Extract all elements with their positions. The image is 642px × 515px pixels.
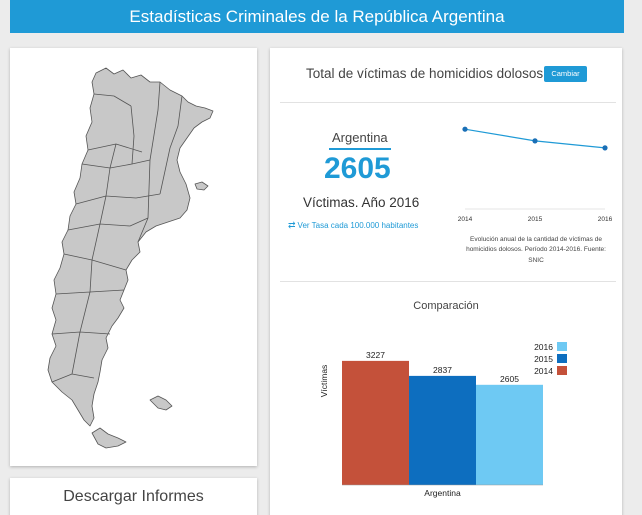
legend-label-2015: 2015 <box>534 354 553 364</box>
data-label-2014: 3227 <box>366 350 385 360</box>
x-tick-2014: 2014 <box>458 216 473 223</box>
trend-point-2014 <box>462 126 468 132</box>
legend-label-2016: 2016 <box>534 342 553 352</box>
y-axis-label: Víctimas <box>319 365 329 398</box>
victims-count: 2605 <box>324 152 391 185</box>
swap-arrows-icon: ⇄ <box>288 220 296 230</box>
victims-year-label: Víctimas. Año 2016 <box>303 195 420 210</box>
legend-swatch-2015 <box>557 354 567 363</box>
region-underline <box>329 148 391 150</box>
legend-label-2014: 2014 <box>534 366 553 376</box>
comparison-title: Comparación <box>413 300 479 312</box>
map-card <box>10 48 257 466</box>
data-label-2015: 2837 <box>433 365 452 375</box>
bar-2015 <box>409 375 476 485</box>
change-button[interactable]: Cambiar <box>544 66 587 82</box>
region-name: Argentina <box>332 130 388 145</box>
app-title: Estadísticas Criminales de la República … <box>129 7 505 26</box>
trend-point-2015 <box>532 138 538 144</box>
x-tick-argentina: Argentina <box>424 488 461 498</box>
legend-swatch-2016 <box>557 342 567 351</box>
bar-2014 <box>342 360 409 485</box>
argentina-map[interactable] <box>10 48 257 466</box>
rate-link[interactable]: ⇄ Ver Tasa cada 100.000 habitantes <box>288 220 418 231</box>
x-tick-2016: 2016 <box>598 216 613 223</box>
bar-2016 <box>476 384 543 485</box>
divider <box>280 281 616 282</box>
app-header: Estadísticas Criminales de la República … <box>10 0 624 33</box>
stats-title: Total de víctimas de homicidios dolosos <box>306 66 544 81</box>
x-tick-2015: 2015 <box>528 216 543 223</box>
comparison-bar-chart: Víctimas 3227 2837 2605 Argentina 2016 2015 201… <box>319 342 567 498</box>
divider <box>280 102 616 103</box>
stats-card: Total de víctimas de homicidios dolosos … <box>270 48 622 515</box>
downloads-card: Descargar Informes <box>10 478 257 515</box>
trend-line-chart: 2014 2015 2016 <box>458 126 613 223</box>
downloads-title[interactable]: Descargar Informes <box>63 488 204 505</box>
rate-link-label: Ver Tasa cada 100.000 habitantes <box>297 221 419 230</box>
trend-caption: Evolución anual de la cantidad de víctim… <box>466 236 606 264</box>
trend-point-2016 <box>602 145 608 151</box>
data-label-2016: 2605 <box>500 374 519 384</box>
legend-swatch-2014 <box>557 366 567 375</box>
